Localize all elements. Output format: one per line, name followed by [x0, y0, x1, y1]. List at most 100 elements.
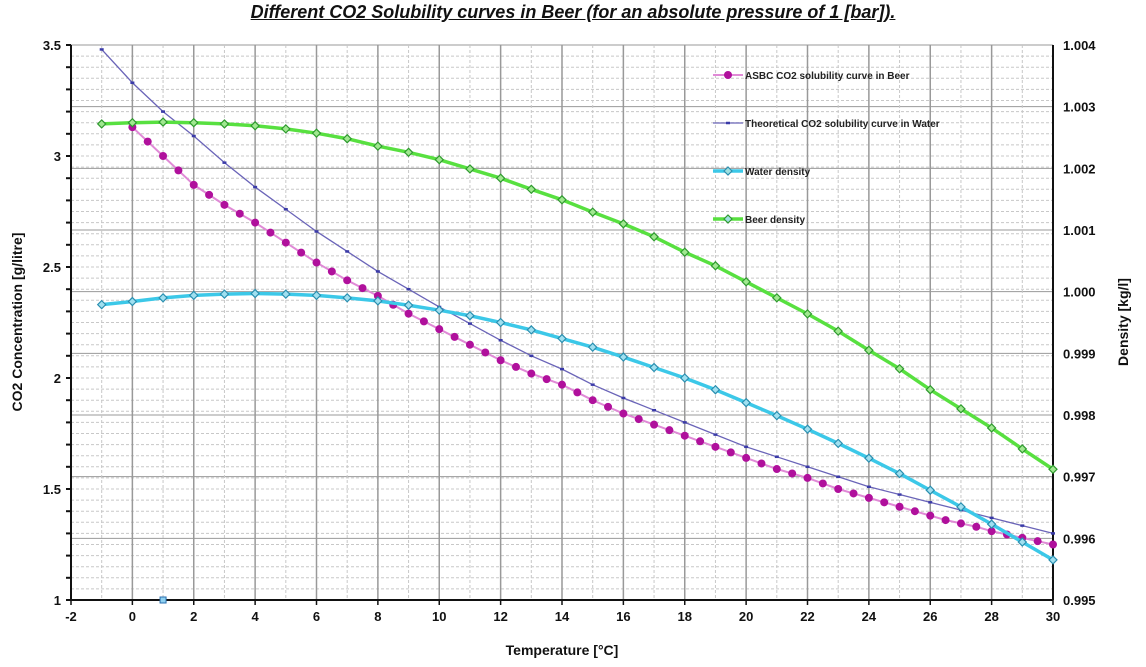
- data-point: [679, 373, 690, 383]
- data-point: [481, 348, 490, 357]
- data-point: [894, 468, 905, 479]
- data-point: [818, 479, 827, 488]
- data-point: [280, 289, 291, 299]
- data-point: [972, 522, 981, 531]
- data-point: [634, 415, 643, 424]
- data-point: [925, 384, 936, 395]
- y-tick-label: 3.5: [43, 38, 61, 53]
- series-2: [96, 288, 1058, 565]
- legend-marker: [723, 166, 733, 176]
- data-point: [864, 453, 874, 464]
- data-point: [757, 459, 766, 468]
- data-point: [373, 291, 382, 300]
- data-point: [802, 309, 813, 319]
- data-point: [1048, 464, 1058, 475]
- y2-tick-label: 1.001: [1063, 223, 1096, 238]
- data-point: [1049, 540, 1057, 549]
- y2-tick-label: 1.004: [1063, 38, 1096, 53]
- chart-title: Different CO2 Solubility curves in Beer …: [250, 2, 896, 22]
- data-point: [573, 388, 582, 397]
- data-point: [587, 207, 598, 217]
- data-point: [558, 380, 566, 389]
- data-point: [649, 231, 659, 242]
- data-point: [127, 296, 138, 307]
- x-tick-label: 8: [374, 609, 381, 624]
- x-tick-label: 0: [129, 609, 136, 624]
- data-point: [127, 117, 138, 128]
- x-tick-label: 26: [923, 609, 937, 624]
- data-point: [864, 493, 873, 502]
- x-tick-label: 12: [493, 609, 507, 624]
- data-point: [557, 194, 567, 205]
- data-point: [174, 166, 183, 175]
- x-tick-label: 6: [313, 609, 320, 624]
- data-point: [280, 124, 291, 134]
- data-point: [189, 180, 198, 189]
- y2-axis-label: Density [kg/l]: [1115, 278, 1131, 366]
- data-point: [542, 375, 551, 384]
- data-point: [496, 356, 505, 365]
- data-point: [679, 247, 690, 258]
- data-point: [159, 152, 168, 160]
- data-point: [435, 325, 444, 334]
- data-point: [220, 200, 229, 209]
- data-point: [696, 437, 705, 446]
- x-tick-label: 22: [800, 609, 814, 624]
- x-tick-label: 2: [190, 609, 197, 624]
- data-point: [649, 362, 659, 373]
- data-point: [327, 267, 336, 276]
- data-point: [158, 292, 168, 303]
- y-tick-label: 3: [54, 149, 61, 164]
- data-point: [511, 362, 520, 371]
- data-point: [373, 141, 383, 151]
- data-point: [772, 465, 781, 474]
- data-point: [710, 260, 721, 271]
- series-0: [128, 123, 1057, 549]
- data-point: [495, 317, 506, 328]
- data-point: [941, 516, 950, 525]
- data-point: [158, 117, 168, 127]
- y-axis-label: CO2 Concentration [g/litre]: [9, 233, 25, 412]
- data-point: [742, 453, 751, 462]
- y2-tick-label: 0.997: [1063, 470, 1096, 485]
- legend-marker: [724, 71, 732, 79]
- data-point: [726, 448, 735, 457]
- data-point: [771, 410, 782, 421]
- axis-marker: [159, 596, 167, 604]
- data-point: [188, 117, 199, 128]
- axes: -2 0 2 4 6 8 10 12 14 16 18 20 22 24 26 28 3011.522.533.…: [43, 38, 1096, 624]
- data-point: [1017, 444, 1028, 454]
- x-tick-label: 4: [252, 609, 260, 624]
- data-point: [650, 420, 659, 429]
- x-tick-label: -2: [65, 609, 77, 624]
- data-point: [588, 396, 597, 405]
- data-point: [925, 485, 936, 496]
- data-point: [894, 363, 905, 374]
- data-point: [680, 431, 689, 440]
- data-point: [219, 289, 230, 299]
- data-point: [771, 292, 782, 303]
- data-point: [833, 438, 844, 449]
- y-tick-label: 2.5: [43, 260, 61, 275]
- data-point: [235, 209, 244, 218]
- data-point: [450, 332, 459, 341]
- data-point: [465, 164, 475, 174]
- data-point: [419, 317, 428, 326]
- data-point: [250, 120, 260, 131]
- data-point: [311, 290, 322, 301]
- data-point: [619, 409, 628, 418]
- data-point: [434, 154, 445, 165]
- data-point: [864, 345, 874, 356]
- data-point: [465, 310, 475, 321]
- x-tick-label: 10: [432, 609, 446, 624]
- data-point: [434, 305, 445, 316]
- x-axis-label: Temperature [°C]: [506, 642, 619, 658]
- data-point: [1033, 537, 1042, 546]
- data-point: [205, 190, 214, 199]
- data-point: [604, 402, 613, 411]
- x-tick-label: 16: [616, 609, 630, 624]
- data-point: [358, 284, 367, 293]
- x-tick-label: 24: [862, 609, 877, 624]
- x-tick-label: 28: [984, 609, 998, 624]
